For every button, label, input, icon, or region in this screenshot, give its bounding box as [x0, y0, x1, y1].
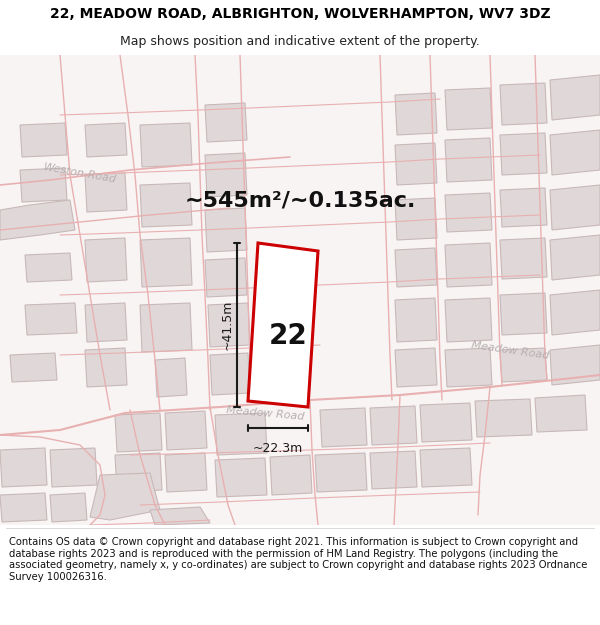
Polygon shape	[500, 348, 547, 382]
Polygon shape	[500, 238, 547, 279]
Polygon shape	[535, 395, 587, 432]
Polygon shape	[500, 293, 547, 335]
Polygon shape	[85, 238, 127, 282]
Polygon shape	[0, 493, 47, 522]
Polygon shape	[205, 103, 247, 142]
Polygon shape	[90, 473, 160, 520]
Polygon shape	[0, 448, 47, 487]
Polygon shape	[85, 123, 127, 157]
Polygon shape	[85, 173, 127, 212]
Text: Meadow Road: Meadow Road	[470, 339, 550, 361]
Text: ~22.3m: ~22.3m	[253, 442, 303, 455]
Polygon shape	[140, 123, 192, 167]
Polygon shape	[395, 348, 437, 387]
Polygon shape	[500, 133, 547, 175]
Text: Map shows position and indicative extent of the property.: Map shows position and indicative extent…	[120, 35, 480, 48]
Polygon shape	[445, 298, 492, 342]
Polygon shape	[25, 303, 77, 335]
Polygon shape	[500, 188, 547, 227]
Polygon shape	[20, 123, 67, 157]
Polygon shape	[395, 198, 437, 240]
Polygon shape	[140, 303, 192, 352]
Polygon shape	[205, 258, 247, 297]
Polygon shape	[150, 507, 210, 525]
Polygon shape	[85, 303, 127, 342]
Polygon shape	[140, 238, 192, 287]
Text: 22, MEADOW ROAD, ALBRIGHTON, WOLVERHAMPTON, WV7 3DZ: 22, MEADOW ROAD, ALBRIGHTON, WOLVERHAMPT…	[50, 7, 550, 21]
Polygon shape	[370, 451, 417, 489]
Polygon shape	[85, 348, 127, 387]
Polygon shape	[420, 403, 472, 442]
Polygon shape	[50, 493, 87, 522]
Text: Contains OS data © Crown copyright and database right 2021. This information is : Contains OS data © Crown copyright and d…	[9, 537, 587, 582]
Polygon shape	[165, 411, 207, 450]
Polygon shape	[20, 168, 67, 202]
Polygon shape	[205, 208, 247, 252]
Polygon shape	[165, 453, 207, 492]
Polygon shape	[140, 183, 192, 227]
Text: ~545m²/~0.135ac.: ~545m²/~0.135ac.	[184, 190, 416, 210]
Polygon shape	[475, 399, 532, 437]
Polygon shape	[550, 290, 600, 335]
Text: 22: 22	[269, 321, 307, 349]
Polygon shape	[395, 298, 437, 342]
Polygon shape	[550, 130, 600, 175]
Polygon shape	[205, 153, 247, 197]
Polygon shape	[550, 185, 600, 230]
Polygon shape	[395, 248, 437, 287]
Polygon shape	[445, 243, 492, 287]
Polygon shape	[320, 408, 367, 447]
Polygon shape	[155, 358, 187, 397]
Polygon shape	[445, 138, 492, 182]
Polygon shape	[550, 75, 600, 120]
Polygon shape	[395, 93, 437, 135]
Polygon shape	[0, 55, 600, 525]
Text: Weston-Road: Weston-Road	[43, 162, 118, 184]
Polygon shape	[315, 453, 367, 492]
Polygon shape	[248, 243, 318, 407]
Polygon shape	[10, 353, 57, 382]
Polygon shape	[550, 345, 600, 385]
Polygon shape	[395, 143, 437, 185]
Polygon shape	[445, 348, 492, 387]
Polygon shape	[210, 353, 250, 395]
Polygon shape	[25, 253, 72, 282]
Polygon shape	[50, 448, 97, 487]
Polygon shape	[445, 193, 492, 232]
Polygon shape	[420, 448, 472, 487]
Text: Meadow Road: Meadow Road	[226, 404, 304, 421]
Polygon shape	[215, 458, 267, 497]
Polygon shape	[215, 413, 267, 455]
Polygon shape	[208, 303, 250, 347]
Polygon shape	[550, 235, 600, 280]
Polygon shape	[115, 453, 162, 492]
Polygon shape	[370, 406, 417, 445]
Text: ~41.5m: ~41.5m	[221, 300, 233, 350]
Polygon shape	[270, 455, 312, 495]
Polygon shape	[0, 200, 75, 240]
Polygon shape	[500, 83, 547, 125]
Polygon shape	[445, 88, 492, 130]
Polygon shape	[115, 413, 162, 452]
